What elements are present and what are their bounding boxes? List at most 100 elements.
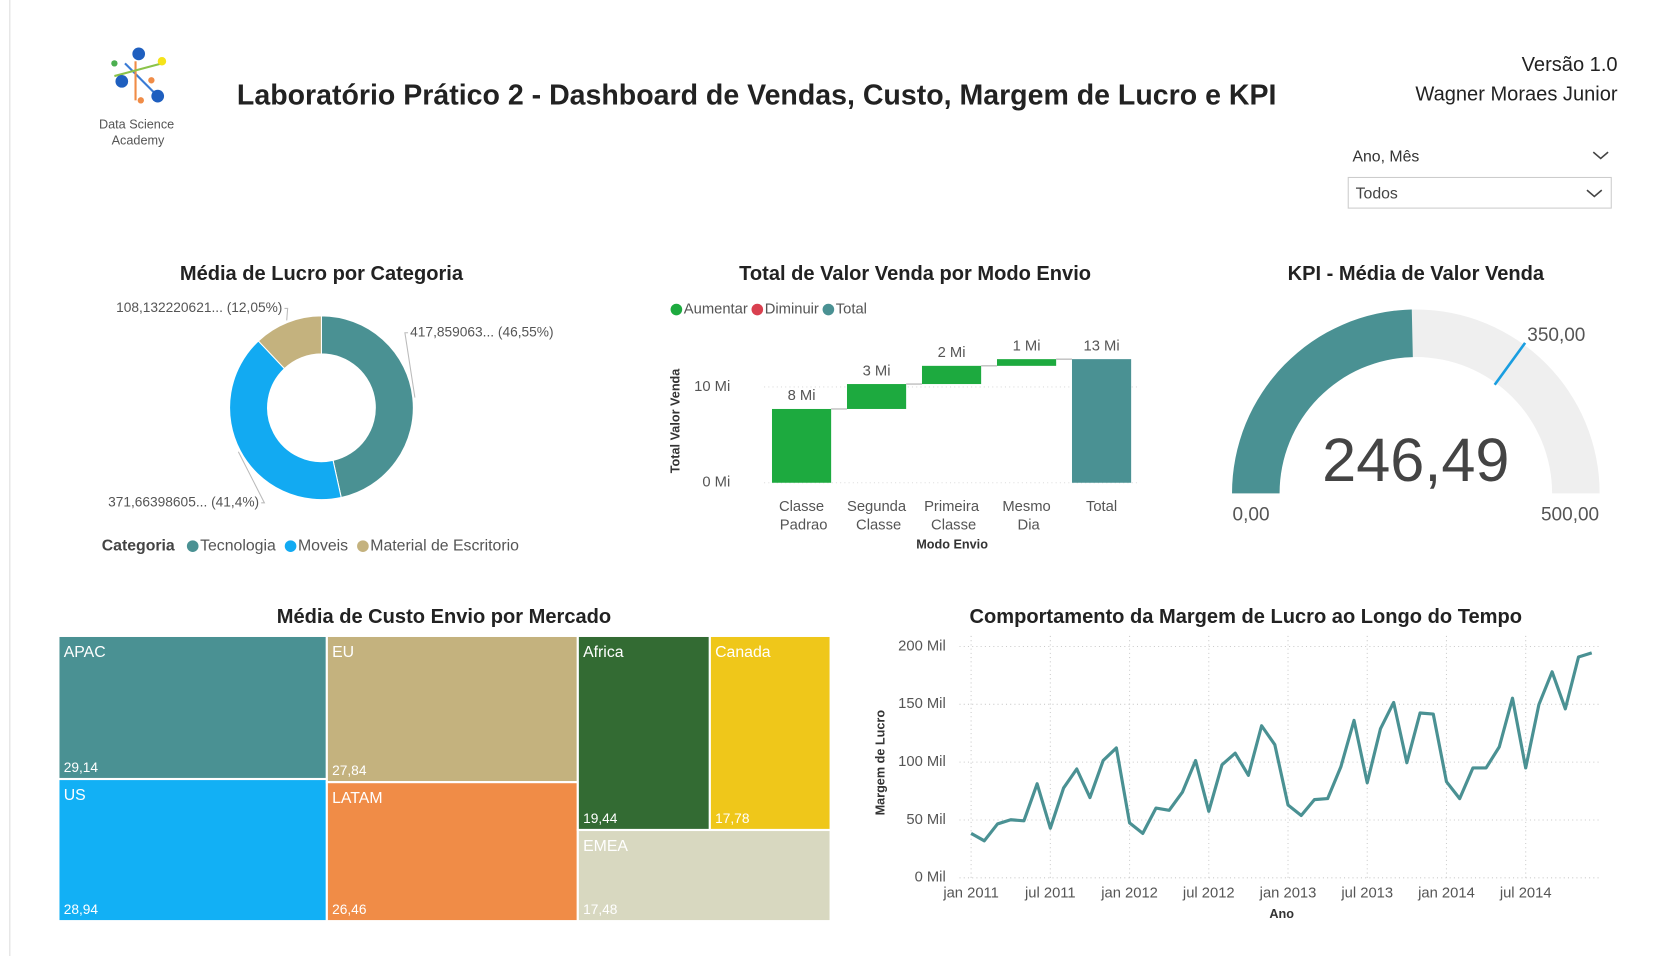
- tile-label: APAC: [64, 644, 106, 661]
- legend-swatch: [357, 540, 369, 552]
- chart-title: KPI - Média de Valor Venda: [1288, 263, 1545, 285]
- tile-label: EU: [332, 644, 354, 661]
- filter-value: Todos: [1356, 186, 1398, 203]
- tile-value: 19,44: [583, 811, 618, 826]
- legend-label: Material de Escritorio: [370, 537, 519, 554]
- bar: [771, 408, 832, 483]
- leader-line: [404, 332, 416, 398]
- tile: [57, 777, 328, 923]
- tile-label: LATAM: [332, 790, 382, 807]
- x-tick-label: jul 2011: [1024, 886, 1076, 902]
- logo: Data Science Academy: [99, 47, 174, 148]
- x-tick-label: jul 2013: [1340, 886, 1393, 902]
- x-tick-label: Total: [1086, 499, 1117, 515]
- leader-line: [237, 451, 266, 504]
- x-tick-label: jan 2011: [942, 886, 999, 902]
- y-axis-title: Total Valor Venda: [669, 368, 683, 474]
- legend-swatch: [186, 540, 199, 552]
- y-tick-label: 150 Mil: [898, 696, 946, 712]
- x-tick-label: jul 2014: [1499, 886, 1552, 902]
- tile: [708, 634, 832, 832]
- x-tick-label: Segunda Classe: [847, 499, 907, 533]
- range-min: 0,00: [1233, 505, 1270, 526]
- legend-label: Total: [836, 301, 867, 317]
- y-tick-label: 0 Mil: [915, 870, 946, 886]
- tile: [325, 634, 579, 784]
- target-label: 350,00: [1527, 325, 1585, 346]
- tile-label: US: [64, 787, 86, 804]
- slice: [320, 315, 414, 499]
- x-tick-label: jan 2014: [1417, 886, 1475, 902]
- data-label: 8 Mi: [788, 388, 816, 404]
- chart-title: Média de Lucro por Categoria: [180, 263, 464, 285]
- y-tick-label: 100 Mil: [898, 754, 946, 770]
- slice: [257, 315, 322, 370]
- tile-label: EMEA: [583, 838, 628, 855]
- filter-label: Ano, Mês: [1352, 149, 1419, 166]
- tile-value: 17,48: [583, 902, 618, 917]
- tile-value: 28,94: [64, 902, 99, 917]
- tile-value: 27,84: [332, 763, 367, 778]
- x-tick-label: jan 2013: [1259, 886, 1317, 902]
- legend-title: Categoria: [102, 537, 175, 554]
- range-max: 500,00: [1541, 505, 1599, 526]
- bar: [996, 359, 1057, 366]
- x-tick-label: Primeira Classe: [924, 499, 980, 533]
- bar: [921, 365, 982, 385]
- kpi-value: 246,49: [1322, 426, 1509, 494]
- data-label: 108,132220621... (12,05%): [116, 300, 282, 315]
- leader-line: [284, 307, 289, 321]
- legend-swatch: [284, 540, 297, 552]
- legend-label: Moveis: [298, 537, 348, 554]
- data-label: 371,66398605... (41,4%): [108, 494, 259, 509]
- data-label: 13 Mi: [1084, 338, 1120, 354]
- tile: [576, 828, 832, 923]
- x-axis-title: Ano: [1269, 907, 1294, 921]
- chart-title: Média de Custo Envio por Mercado: [277, 606, 611, 628]
- target-line: [1493, 342, 1527, 386]
- legend-label: Diminuir: [765, 301, 819, 317]
- x-tick-label: jan 2012: [1100, 886, 1158, 902]
- x-tick-label: jul 2012: [1182, 886, 1235, 902]
- page-title: Laboratório Prático 2 - Dashboard de Ven…: [237, 80, 1276, 112]
- data-label: 1 Mi: [1013, 338, 1041, 354]
- gauge-value: [1232, 309, 1413, 494]
- legend-label: Aumentar: [684, 301, 748, 317]
- tile-value: 29,14: [64, 760, 99, 775]
- bar: [1071, 359, 1132, 483]
- chart-title: Total de Valor Venda por Modo Envio: [739, 263, 1091, 285]
- version: Versão 1.0: [1522, 54, 1618, 76]
- tile-value: 17,78: [715, 811, 750, 826]
- y-tick-label: 50 Mil: [906, 812, 945, 828]
- legend-label: Tecnologia: [200, 537, 276, 554]
- data-label: 2 Mi: [938, 345, 966, 361]
- chart-title: Comportamento da Margem de Lucro ao Long…: [970, 606, 1522, 628]
- legend-swatch: [670, 303, 683, 316]
- x-axis-title: Modo Envio: [916, 537, 988, 551]
- bar: [846, 384, 907, 409]
- data-label: 3 Mi: [863, 363, 891, 379]
- x-tick-label: Mesmo Dia: [1002, 499, 1050, 533]
- tile: [576, 634, 711, 832]
- tile-label: Canada: [715, 644, 771, 661]
- chevron[interactable]: [1586, 189, 1603, 198]
- legend-swatch: [751, 303, 764, 316]
- x-tick-label: Classe Padrao: [776, 499, 828, 533]
- filter[interactable]: Ano, Mês Todos: [1347, 149, 1612, 209]
- line: [970, 651, 1593, 843]
- author: Wagner Moraes Junior: [1415, 83, 1618, 105]
- y-tick-label: 200 Mil: [898, 638, 946, 654]
- tile-value: 26,46: [332, 902, 367, 917]
- dropdown[interactable]: [1347, 176, 1612, 209]
- data-label: 417,859063... (46,55%): [410, 324, 553, 339]
- logo-text: Data Science Academy: [99, 118, 174, 148]
- chevron[interactable]: [1592, 151, 1609, 160]
- legend-swatch: [822, 303, 835, 316]
- y-axis-title: Margem de Lucro: [874, 710, 888, 816]
- y-tick-label: 10 Mi: [694, 379, 730, 395]
- tile: [57, 634, 328, 781]
- slice: [229, 340, 342, 501]
- tile-label: Africa: [583, 644, 624, 661]
